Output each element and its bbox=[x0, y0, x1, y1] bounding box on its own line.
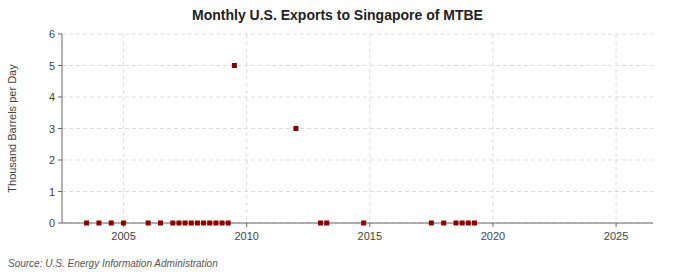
y-tick-label: 5 bbox=[49, 60, 55, 72]
point bbox=[170, 221, 175, 226]
point bbox=[472, 221, 477, 226]
point bbox=[146, 221, 151, 226]
point bbox=[226, 221, 231, 226]
title: Monthly U.S. Exports to Singapore of MTB… bbox=[192, 7, 483, 23]
x-tick bbox=[492, 223, 493, 227]
point bbox=[361, 221, 366, 226]
point bbox=[183, 221, 188, 226]
point bbox=[318, 221, 323, 226]
x-tick bbox=[616, 223, 617, 227]
grid-line-x bbox=[123, 34, 124, 223]
grid-line-x bbox=[246, 34, 247, 223]
grid-line-x bbox=[492, 34, 493, 223]
x-tick bbox=[369, 223, 370, 227]
y-tick-label: 6 bbox=[49, 28, 55, 40]
grid-line-y bbox=[62, 65, 653, 66]
point bbox=[176, 221, 181, 226]
axes: 2005 2010 2015 2020 2025 0 1 2 3 4 5 6 bbox=[49, 28, 653, 242]
point bbox=[195, 221, 200, 226]
point bbox=[293, 126, 298, 131]
point bbox=[429, 221, 434, 226]
grid bbox=[62, 34, 653, 223]
y-tick bbox=[58, 65, 62, 66]
y-tick-label: 3 bbox=[49, 123, 55, 135]
x-tick-label: 2005 bbox=[111, 230, 135, 242]
point bbox=[466, 221, 471, 226]
y-tick bbox=[58, 128, 62, 129]
grid-line-y bbox=[62, 128, 653, 129]
grid-line-x bbox=[616, 34, 617, 223]
source-note: Source: U.S. Energy Information Administ… bbox=[8, 258, 218, 269]
y-tick bbox=[58, 160, 62, 161]
point bbox=[220, 221, 225, 226]
point bbox=[84, 221, 89, 226]
x-tick-label: 2025 bbox=[604, 230, 628, 242]
grid-line-y bbox=[62, 97, 653, 98]
point bbox=[454, 221, 459, 226]
chart: 2005 2010 2015 2020 2025 0 1 2 3 4 5 6 Thousand Barr… bbox=[0, 0, 675, 275]
point bbox=[96, 221, 101, 226]
point bbox=[232, 63, 237, 68]
points bbox=[84, 63, 477, 226]
y-tick-label: 2 bbox=[49, 154, 55, 166]
y-tick bbox=[58, 97, 62, 98]
point bbox=[324, 221, 329, 226]
grid-line-y bbox=[62, 34, 653, 35]
grid-line-y bbox=[62, 191, 653, 192]
point bbox=[109, 221, 114, 226]
y-tick-label: 4 bbox=[49, 91, 55, 103]
point bbox=[213, 221, 218, 226]
y-tick bbox=[58, 223, 62, 224]
point bbox=[441, 221, 446, 226]
point bbox=[121, 221, 126, 226]
x-tick-label: 2015 bbox=[358, 230, 382, 242]
point bbox=[189, 221, 194, 226]
point bbox=[201, 221, 206, 226]
x-tick-label: 2020 bbox=[481, 230, 505, 242]
y-tick bbox=[58, 34, 62, 35]
point bbox=[207, 221, 212, 226]
y-tick bbox=[58, 191, 62, 192]
grid-line-y bbox=[62, 160, 653, 161]
grid-line-x bbox=[369, 34, 370, 223]
y-axis-label: Thousand Barrels per Day bbox=[6, 64, 18, 193]
y-tick-label: 1 bbox=[49, 186, 55, 198]
point bbox=[158, 221, 163, 226]
x-tick-label: 2010 bbox=[234, 230, 258, 242]
x-tick bbox=[246, 223, 247, 227]
point bbox=[460, 221, 465, 226]
y-tick-label: 0 bbox=[49, 217, 55, 229]
